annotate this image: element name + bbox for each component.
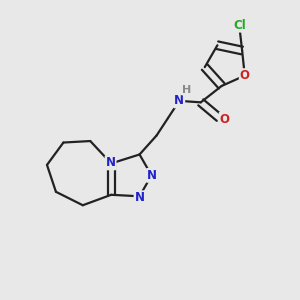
Text: O: O <box>220 113 230 126</box>
Text: N: N <box>134 191 145 204</box>
Text: N: N <box>147 169 157 182</box>
Text: N: N <box>174 94 184 107</box>
Text: Cl: Cl <box>233 19 246 32</box>
Text: N: N <box>106 156 116 169</box>
Text: H: H <box>182 85 191 94</box>
Text: O: O <box>240 69 250 82</box>
